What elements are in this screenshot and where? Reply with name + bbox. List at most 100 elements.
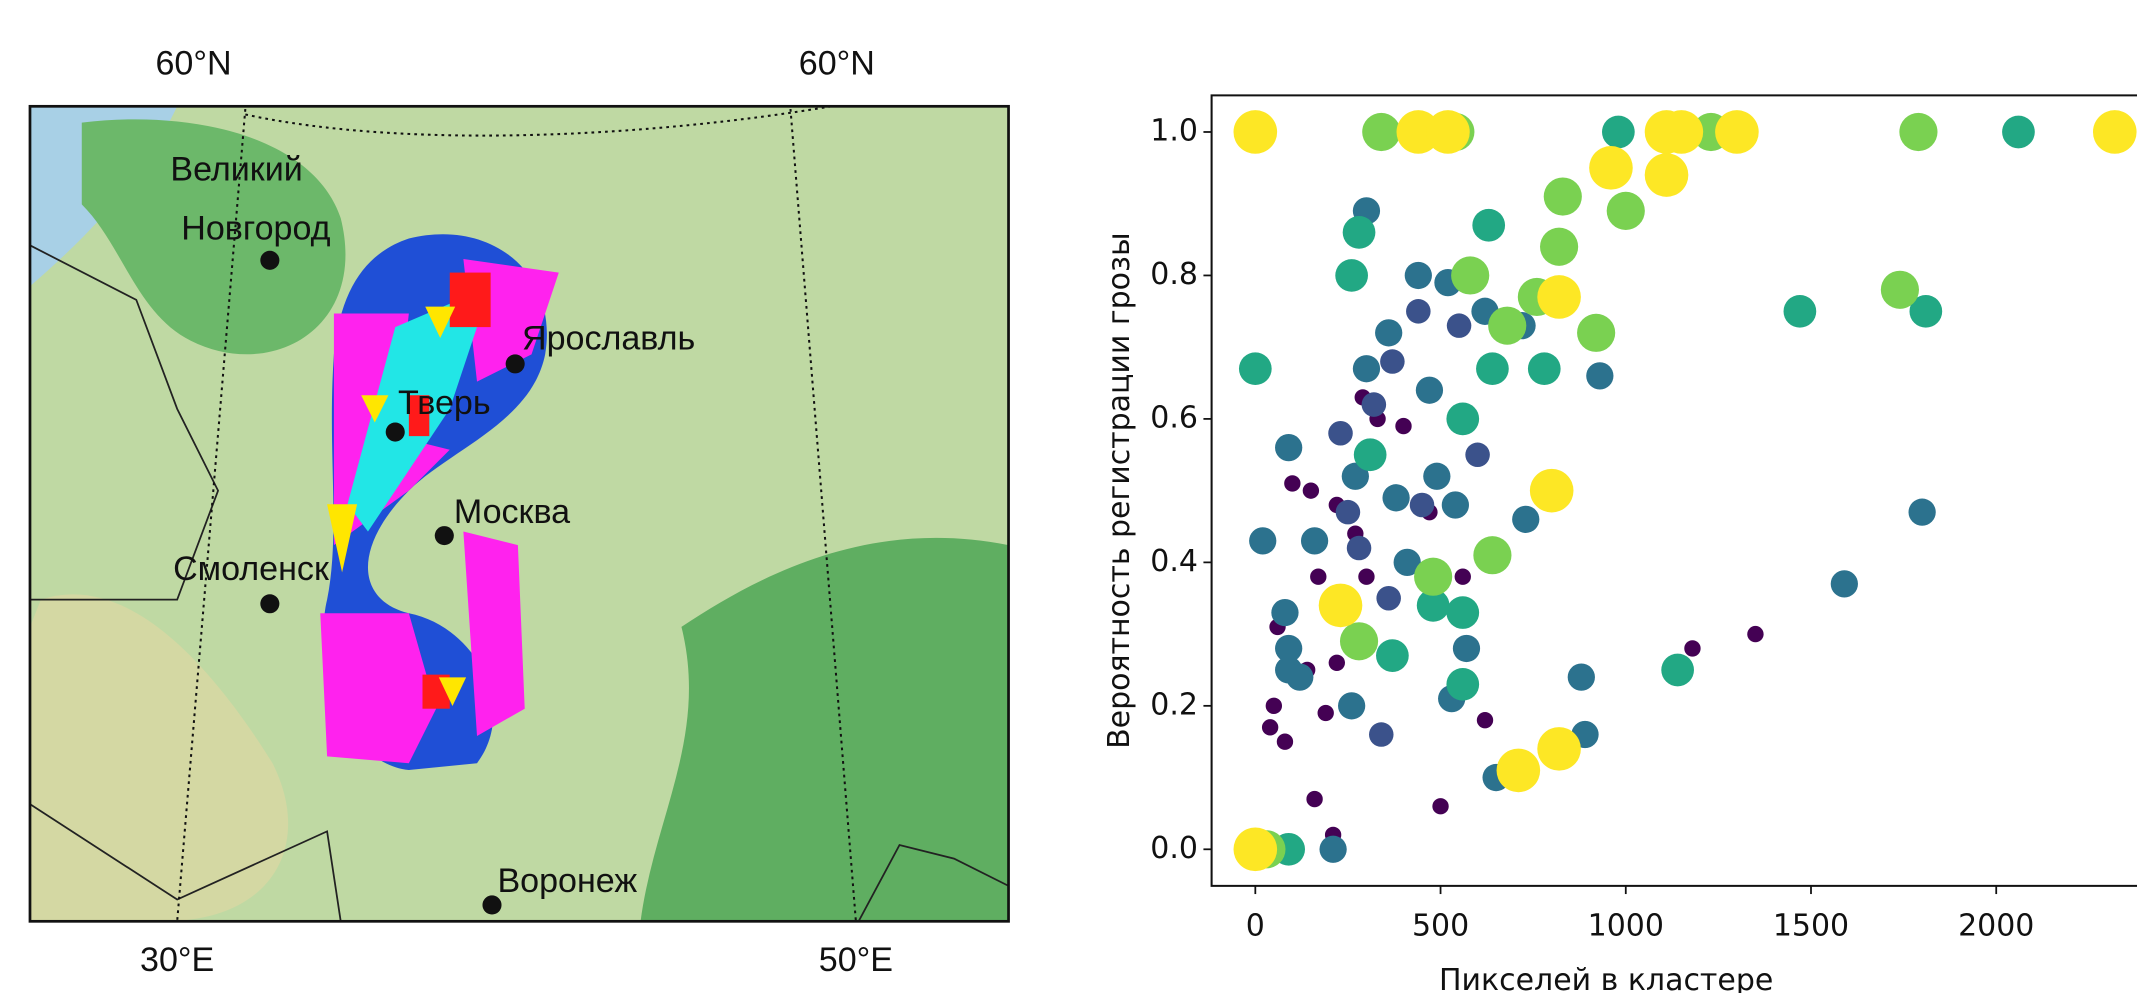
point bbox=[1602, 115, 1635, 149]
point bbox=[1432, 798, 1449, 815]
lowland bbox=[81, 119, 346, 355]
point bbox=[1577, 313, 1616, 352]
point bbox=[1452, 634, 1481, 663]
point bbox=[1715, 110, 1759, 154]
point bbox=[1476, 352, 1509, 386]
x-tick-label: 1500 bbox=[1773, 908, 1849, 943]
point bbox=[1529, 468, 1574, 513]
point bbox=[1644, 153, 1689, 197]
point bbox=[1441, 491, 1469, 519]
point bbox=[1300, 527, 1329, 555]
lon-label: 50°E bbox=[819, 941, 893, 979]
point bbox=[1783, 294, 1817, 328]
y-tick-label: 1.0 bbox=[1150, 113, 1198, 148]
point bbox=[1319, 835, 1347, 863]
point bbox=[1271, 598, 1299, 627]
map-panel: Великий Новгород Ярославль Тверь Москва … bbox=[28, 44, 1010, 979]
point bbox=[1747, 625, 1764, 643]
point bbox=[1414, 557, 1453, 596]
point bbox=[1496, 748, 1541, 793]
point bbox=[2002, 115, 2035, 149]
point bbox=[1409, 492, 1435, 518]
x-tick-label: 500 bbox=[1412, 908, 1469, 943]
border bbox=[857, 843, 1009, 922]
scatter-panel: 0 500 1000 1500 2000 0.0 0.2 0.4 0.6 0.8 1.0 Пиксел… bbox=[1102, 94, 2137, 993]
point bbox=[1310, 568, 1327, 585]
point bbox=[1527, 352, 1561, 386]
point bbox=[1567, 663, 1595, 691]
point bbox=[1589, 146, 1633, 190]
point bbox=[1423, 462, 1451, 490]
city-label: Москва bbox=[454, 493, 570, 531]
point bbox=[1361, 392, 1387, 417]
city-label: Смоленск bbox=[173, 550, 330, 588]
point bbox=[1317, 704, 1334, 722]
point bbox=[1543, 177, 1582, 216]
x-tick-label: 0 bbox=[1246, 908, 1265, 943]
point bbox=[1369, 722, 1394, 747]
point bbox=[1382, 484, 1410, 512]
point bbox=[1880, 270, 1919, 309]
city-label: Ярославль bbox=[522, 320, 695, 358]
point bbox=[1275, 634, 1303, 663]
point bbox=[1339, 622, 1379, 661]
point bbox=[1376, 585, 1401, 611]
y-tick-label: 0.2 bbox=[1150, 687, 1198, 722]
point bbox=[1537, 275, 1581, 319]
city-label: Тверь bbox=[398, 384, 491, 422]
city-label: Великий bbox=[170, 151, 302, 189]
point bbox=[1488, 306, 1527, 345]
point bbox=[1446, 313, 1472, 338]
border bbox=[29, 803, 342, 922]
point bbox=[1318, 583, 1363, 628]
point bbox=[1265, 697, 1283, 715]
point bbox=[1404, 261, 1432, 290]
point bbox=[1249, 527, 1277, 555]
point bbox=[1306, 790, 1323, 808]
point bbox=[1606, 191, 1645, 230]
point bbox=[1276, 733, 1294, 750]
point bbox=[1358, 568, 1375, 585]
y-tick-label: 0.6 bbox=[1150, 400, 1198, 435]
border bbox=[29, 244, 220, 601]
point bbox=[1346, 535, 1372, 561]
point bbox=[1233, 827, 1278, 872]
point bbox=[1375, 319, 1403, 347]
point bbox=[1659, 110, 1704, 154]
city-label: Новгород bbox=[181, 209, 330, 247]
point bbox=[1261, 719, 1279, 736]
point bbox=[1472, 208, 1506, 242]
point bbox=[1406, 299, 1431, 324]
y-tick-label: 0.4 bbox=[1150, 544, 1198, 579]
lon-label: 30°E bbox=[140, 941, 214, 979]
point bbox=[1473, 536, 1512, 575]
point bbox=[1512, 505, 1540, 533]
point bbox=[1465, 442, 1490, 468]
point bbox=[1335, 499, 1361, 525]
lat-label: 60°N bbox=[155, 44, 231, 82]
point bbox=[1335, 259, 1368, 292]
point bbox=[1540, 227, 1579, 266]
point bbox=[1380, 349, 1405, 374]
x-tick-label: 1000 bbox=[1588, 908, 1664, 943]
point bbox=[1393, 548, 1421, 576]
point bbox=[1338, 692, 1366, 720]
x-axis-label: Пикселей в кластере bbox=[1439, 963, 1773, 993]
point bbox=[1586, 362, 1614, 390]
point bbox=[1451, 256, 1490, 295]
point bbox=[1395, 417, 1412, 435]
point bbox=[1684, 640, 1701, 657]
point bbox=[1352, 355, 1381, 383]
x-tick-label: 2000 bbox=[1958, 908, 2034, 943]
y-tick-label: 0.8 bbox=[1150, 257, 1198, 292]
point bbox=[1233, 110, 1278, 154]
point bbox=[1376, 639, 1409, 672]
point bbox=[1342, 216, 1376, 249]
upland bbox=[29, 594, 289, 922]
point bbox=[1286, 663, 1314, 691]
point bbox=[1446, 596, 1480, 629]
point bbox=[1284, 475, 1301, 492]
point bbox=[1454, 568, 1471, 585]
